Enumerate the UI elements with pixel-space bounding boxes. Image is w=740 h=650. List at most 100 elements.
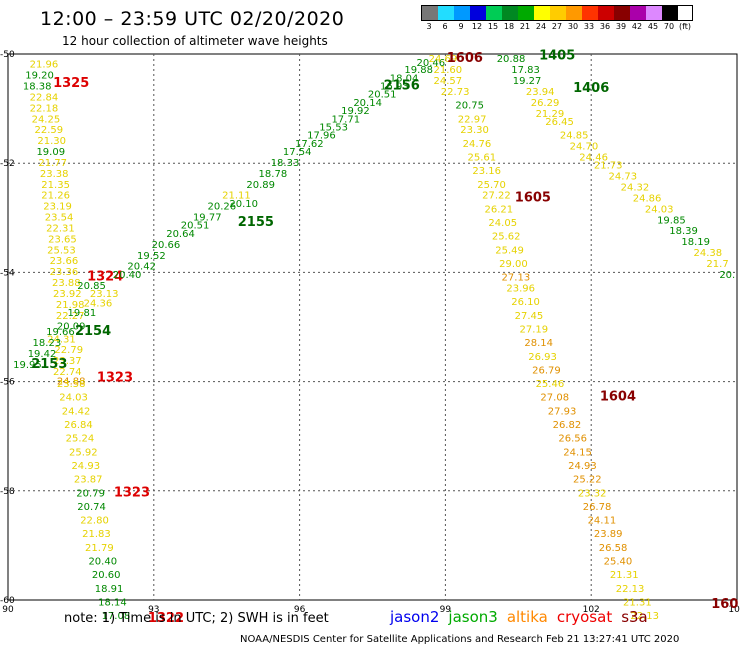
swh-value-label: 24.88 <box>57 376 86 387</box>
lat-tick-label: -54 <box>0 268 15 278</box>
swh-value-label: 26.82 <box>553 420 582 431</box>
lon-tick-label: 90 <box>2 605 14 615</box>
colorbar-swatch <box>470 6 486 20</box>
colorbar-swatches <box>421 5 693 21</box>
swh-value-label: 21.26 <box>41 191 70 202</box>
swh-value-label: 25.53 <box>47 245 76 256</box>
swh-value-label: 26.21 <box>485 204 514 215</box>
mission-legend-cryosat: cryosat <box>556 608 613 626</box>
swh-value-label: 17.54 <box>283 147 312 158</box>
swh-value-label: 24.93 <box>71 461 100 472</box>
swh-value-label: 20.14 <box>353 98 382 109</box>
swh-value-label: 22.97 <box>458 114 487 125</box>
swh-value-label: 24.15 <box>563 447 592 458</box>
swh-value-label: 19.52 <box>137 251 166 262</box>
swh-value-label: 23.66 <box>50 256 79 267</box>
swh-value-label: 24.69 <box>429 54 458 65</box>
colorbar-swatch <box>582 6 598 20</box>
swh-value-label: 20.60 <box>92 570 121 581</box>
swh-value-label: 20.75 <box>455 101 484 112</box>
swh-value-label: 21.11 <box>222 191 251 202</box>
colorbar-tick-label: 9 <box>458 22 464 31</box>
swh-value-label: 17.08 <box>102 611 131 622</box>
swh-value-label: 24.36 <box>84 298 113 309</box>
swh-value-label: 21.96 <box>30 60 59 71</box>
swh-value-label: 24.85 <box>560 131 589 142</box>
swh-value-label: 20.42 <box>127 262 156 273</box>
swh-value-label: 24.86 <box>633 193 662 204</box>
swh-value-label: 25.70 <box>477 180 506 191</box>
swh-value-label: 23.96 <box>506 284 535 295</box>
swh-value-label: 23.16 <box>472 166 501 177</box>
colorbar-tick-label: 45 <box>647 22 659 31</box>
colorbar-swatch <box>518 6 534 20</box>
swh-value-label: 25.24 <box>66 434 95 445</box>
lon-tick-label: 105 <box>728 605 740 615</box>
colorbar-unit: (ft) <box>678 22 692 31</box>
pass-time-label: 2154 <box>75 324 111 339</box>
swh-value-label: 22.31 <box>46 223 75 234</box>
swh-value-label: 18.38 <box>23 81 52 92</box>
swh-value-label: 19.42 <box>28 349 57 360</box>
lon-tick-label: 99 <box>440 605 452 615</box>
swh-value-label: 26.84 <box>64 420 93 431</box>
swh-value-label: 23.36 <box>50 267 79 278</box>
swh-value-label: 24.31 <box>47 334 76 345</box>
swh-value-label: 18.04 <box>390 73 419 84</box>
swh-value-label: 23.65 <box>48 234 77 245</box>
swh-value-label: 27.13 <box>502 273 531 284</box>
swh-value-label: 20.88 <box>497 54 526 65</box>
swh-value-label: 17.71 <box>331 114 360 125</box>
swh-value-label: 19.85 <box>657 215 686 226</box>
swh-value-label: 23.30 <box>460 125 489 136</box>
swh-value-label: 18.39 <box>669 226 698 237</box>
mission-legend-jason2: jason2 <box>390 608 440 626</box>
swh-value-label: 27.45 <box>515 311 544 322</box>
swh-value-label: 23.19 <box>43 202 72 213</box>
pass-time-label: 1323 <box>97 371 133 386</box>
mission-legend-altika: altika <box>506 608 548 626</box>
swh-value-label: 19.92 <box>341 106 370 117</box>
swh-value-label: 25.49 <box>495 245 524 256</box>
swh-value-label: 20.64 <box>166 229 195 240</box>
swh-value-label: 20. <box>719 270 735 281</box>
swh-value-label: 21.35 <box>41 180 70 191</box>
swh-value-label: 22.74 <box>53 367 82 378</box>
colorbar-tick-label: 70 <box>663 22 675 31</box>
pass-time-label: 1605 <box>515 190 551 205</box>
swh-value-label: 19.77 <box>193 213 222 224</box>
lon-tick-label: 93 <box>148 605 159 615</box>
pass-time-label: 2153 <box>31 357 67 372</box>
swh-value-label: 24.57 <box>434 76 463 87</box>
swh-value-label: 20.66 <box>152 240 181 251</box>
swh-value-label: 29.00 <box>499 259 528 270</box>
lat-tick-label: -50 <box>0 50 15 60</box>
swh-value-label: 19.88 <box>404 65 433 76</box>
swh-value-label: 24.11 <box>588 516 617 527</box>
swh-value-label: 26.58 <box>599 543 628 554</box>
lon-tick-label: 96 <box>294 605 306 615</box>
pass-time-label: 1406 <box>573 81 609 96</box>
swh-value-label: 20.40 <box>88 557 117 568</box>
swh-value-label: 23.58 <box>57 379 86 390</box>
swh-value-label: 15.53 <box>319 122 348 133</box>
swh-value-label: 24.70 <box>570 142 599 153</box>
swh-value-label: 22.27 <box>56 311 85 322</box>
swh-value-label: 22.13 <box>630 611 659 622</box>
colorbar-tick-label: 18 <box>503 22 515 31</box>
colorbar-swatch <box>614 6 630 20</box>
swh-value-label: 25.62 <box>492 232 521 243</box>
colorbar-swatch <box>662 6 678 20</box>
swh-value-label: 24.93 <box>568 461 597 472</box>
swh-value-label: 24.76 <box>463 139 492 150</box>
swh-value-label: 20.26 <box>208 202 237 213</box>
swh-value-label: 21.31 <box>623 597 652 608</box>
swh-value-label: 26.79 <box>532 365 561 376</box>
colorbar-swatch <box>454 6 470 20</box>
swh-value-label: 21.83 <box>82 529 111 540</box>
page-title: 12:00 – 23:59 UTC 02/20/2020 <box>40 8 345 30</box>
colorbar-tick-label: 3 <box>426 22 432 31</box>
colorbar-tick-label: 42 <box>631 22 643 31</box>
swh-value-label: 18.14 <box>98 597 127 608</box>
swh-value-label: 20.40 <box>113 270 142 281</box>
